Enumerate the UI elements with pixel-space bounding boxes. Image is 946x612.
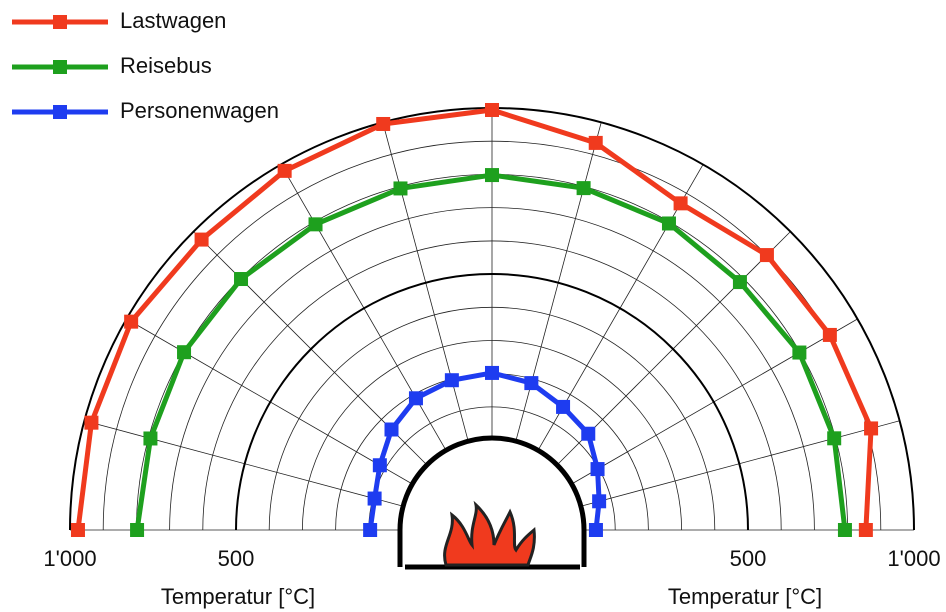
marker <box>759 248 774 263</box>
legend-marker <box>53 15 67 29</box>
axis-title: Temperatur [°C] <box>161 584 315 609</box>
marker <box>363 523 378 537</box>
legend-marker <box>53 60 67 74</box>
marker <box>367 491 382 506</box>
legend-label: Personenwagen <box>120 98 279 123</box>
marker <box>556 399 571 414</box>
marker <box>592 494 607 509</box>
r-tick-label: 500 <box>218 546 255 571</box>
marker <box>444 373 459 388</box>
legend-label: Reisebus <box>120 53 212 78</box>
marker <box>376 116 391 131</box>
marker <box>130 523 145 537</box>
marker <box>827 431 842 446</box>
marker <box>408 391 423 406</box>
marker <box>234 272 249 287</box>
marker <box>524 376 539 391</box>
marker <box>372 458 387 473</box>
marker <box>485 365 499 380</box>
marker <box>858 523 873 537</box>
marker <box>864 421 879 436</box>
marker <box>485 168 499 183</box>
marker <box>277 163 292 178</box>
r-tick-label: 1'000 <box>43 546 96 571</box>
marker <box>732 275 747 290</box>
marker <box>588 523 603 537</box>
axis-title: Temperatur [°C] <box>668 584 822 609</box>
marker <box>194 232 209 247</box>
marker <box>124 314 139 329</box>
marker <box>393 181 408 196</box>
marker <box>673 196 688 211</box>
marker <box>308 217 323 232</box>
marker <box>384 422 399 437</box>
marker <box>84 415 99 430</box>
marker <box>70 523 85 537</box>
marker <box>177 345 192 360</box>
marker <box>837 523 852 537</box>
r-tick-label: 500 <box>730 546 767 571</box>
tunnel <box>397 435 587 570</box>
marker <box>576 181 591 196</box>
marker <box>485 102 499 117</box>
grid-circle-major <box>235 273 749 531</box>
marker <box>590 462 605 477</box>
r-tick-label: 1'000 <box>887 546 940 571</box>
legend-marker <box>53 105 67 119</box>
marker <box>581 426 596 441</box>
marker <box>661 216 676 231</box>
marker <box>143 431 158 446</box>
marker <box>588 135 603 150</box>
marker <box>792 345 807 360</box>
marker <box>822 327 837 342</box>
legend-label: Lastwagen <box>120 8 226 33</box>
